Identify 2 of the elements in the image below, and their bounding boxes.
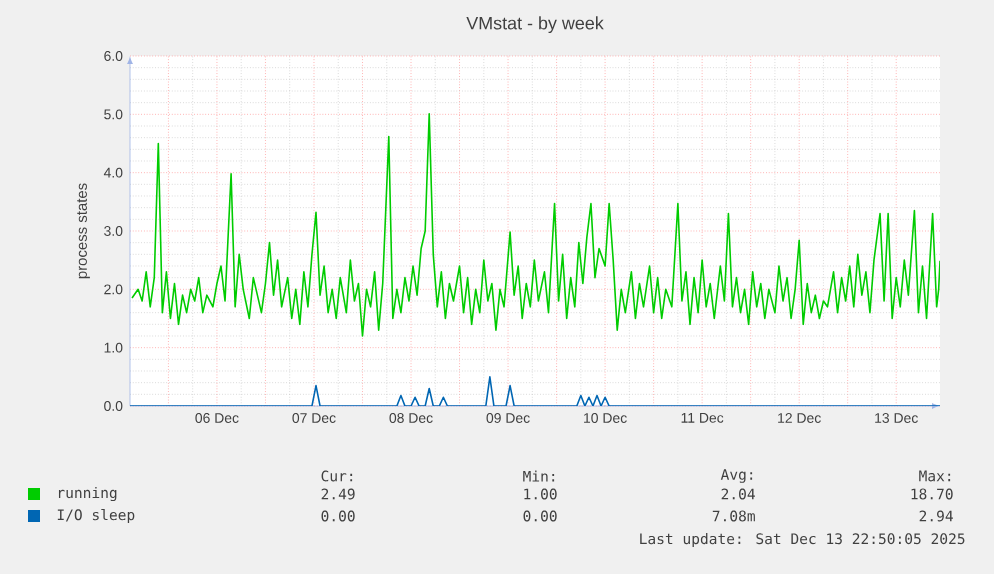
chart-title: VMstat - by week [466,16,604,33]
line-series [131,112,941,337]
